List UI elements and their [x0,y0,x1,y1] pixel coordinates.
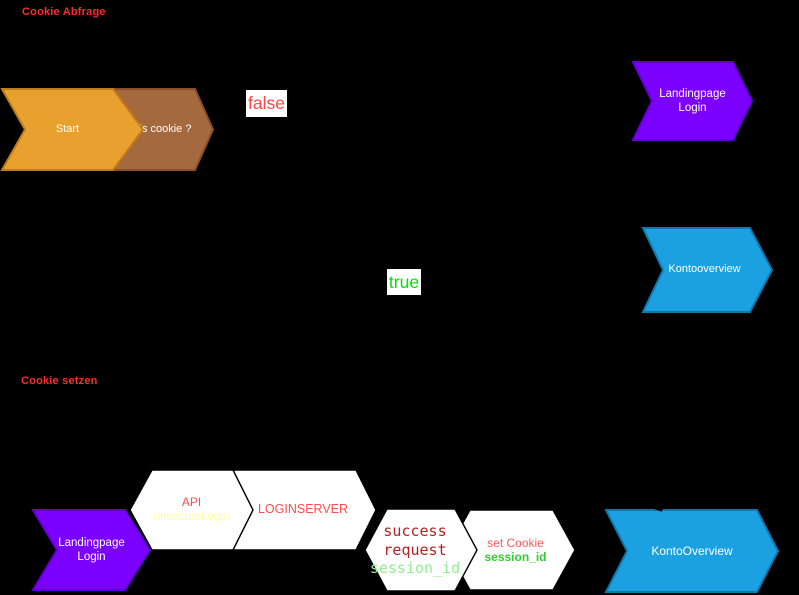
edge-label-true[interactable]: true [387,269,421,295]
node-kontooverview-top[interactable]: Kontooverview [641,227,774,313]
node-landingpage-login-top[interactable]: Landingpage Login [631,61,754,141]
section-label-cookie-abfrage[interactable]: Cookie Abfrage [22,6,106,18]
node-success-request[interactable]: success request session_id [364,508,478,592]
api-hexagon-shape [129,469,254,551]
landingpage-login-top-chevron-shape [631,61,754,141]
landingpage-login-bottom-chevron-shape [31,509,152,591]
node-start[interactable]: Start [0,88,145,171]
node-kontooverview-bottom[interactable]: KontoOverview [604,509,780,593]
kontooverview-top-chevron-shape [641,227,774,313]
node-landingpage-login-bottom[interactable]: Landingpage Login [31,509,152,591]
section-label-cookie-setzen[interactable]: Cookie setzen [21,375,98,387]
kontooverview-bottom-chevron-shape [604,509,780,593]
edge-label-false[interactable]: false [246,90,287,117]
success-request-hexagon-shape [364,508,478,592]
start-chevron-shape [0,88,145,171]
